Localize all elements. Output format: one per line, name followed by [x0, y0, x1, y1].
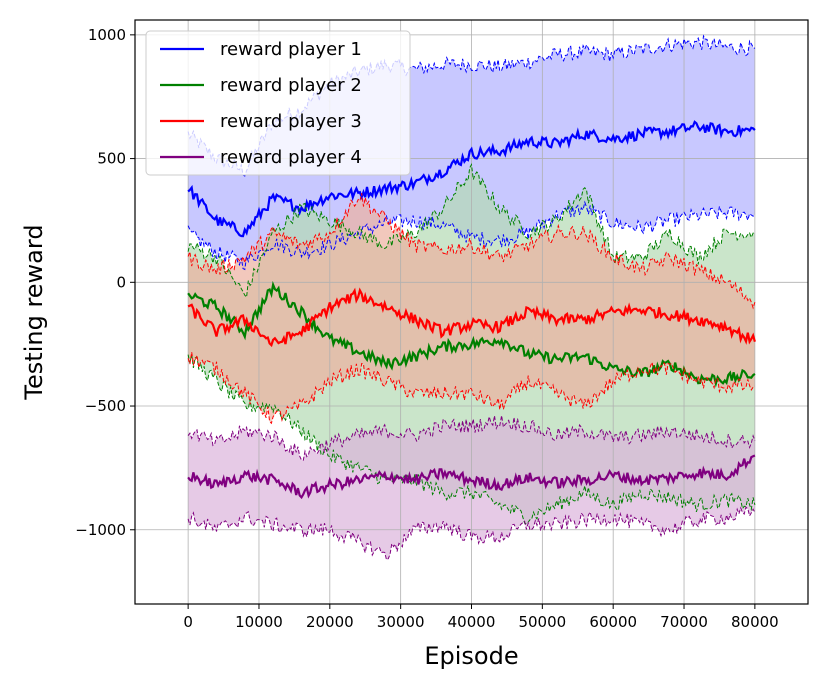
x-axis-label: Episode: [424, 642, 518, 670]
x-axis-ticks: 0 10000 20000 30000 40000 50000 60000 70000 8000…: [183, 604, 779, 631]
mean-line-4: [187, 454, 756, 500]
legend-label: reward player 1: [220, 39, 362, 60]
lower-line-2: [187, 354, 756, 525]
lower-line-4: [187, 506, 756, 561]
lower-line-1: [187, 200, 756, 271]
upper-line-2: [187, 163, 755, 299]
legend: reward player 1 reward player 2 reward pla…: [145, 30, 411, 176]
x-tick-label: 40000: [448, 613, 496, 631]
x-tick-label: 0: [183, 613, 193, 631]
y-axis-ticks: −1000 −500 0 500 1000: [75, 26, 135, 539]
x-tick-label: 80000: [731, 613, 779, 631]
x-tick-label: 60000: [589, 613, 637, 631]
lower-line-3: [187, 352, 756, 425]
legend-label: reward player 3: [220, 111, 362, 132]
y-tick-label: 1000: [88, 26, 126, 44]
x-tick-label: 10000: [235, 613, 283, 631]
mean-line-2: [187, 280, 756, 388]
y-tick-label: 500: [97, 150, 126, 168]
x-tick-label: 70000: [660, 613, 708, 631]
upper-line-3: [187, 193, 756, 310]
legend-box: [145, 30, 411, 176]
legend-label: reward player 4: [220, 147, 362, 168]
y-tick-label: −500: [85, 397, 126, 415]
x-tick-label: 20000: [306, 613, 354, 631]
x-tick-label: 30000: [377, 613, 425, 631]
upper-line-4: [187, 414, 756, 461]
line-layer: [187, 34, 756, 561]
y-tick-label: 0: [116, 273, 126, 291]
y-tick-label: −1000: [75, 521, 126, 539]
y-axis-label: Testing reward: [20, 224, 48, 400]
mean-line-1: [187, 120, 756, 238]
grid: [135, 20, 808, 604]
x-tick-label: 50000: [518, 613, 566, 631]
legend-label: reward player 2: [220, 75, 362, 96]
mean-line-3: [187, 287, 756, 348]
